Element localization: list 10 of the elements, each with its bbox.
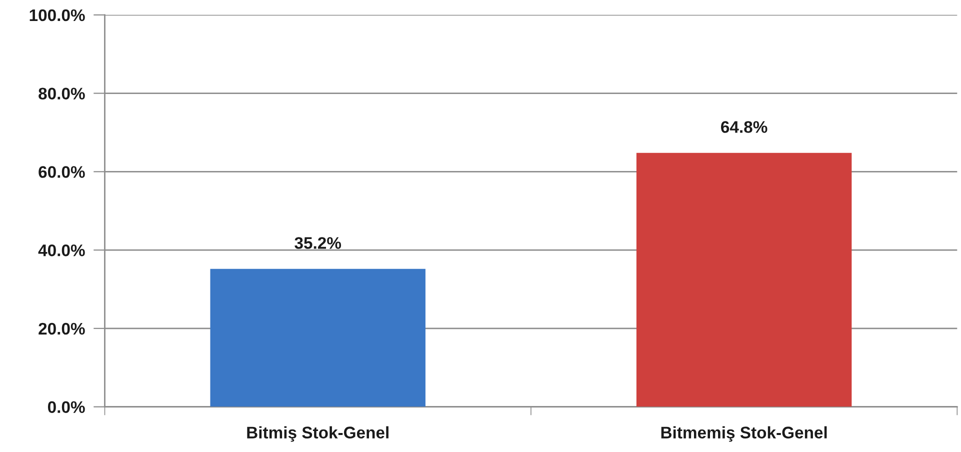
y-tick-label: 20.0% [38,322,85,335]
x-tick-label: Bitmemiş Stok-Genel [661,426,827,442]
data-label: 64.8% [721,121,768,133]
y-tick-label: 0.0% [48,401,85,414]
y-tick-label: 40.0% [38,244,85,256]
y-tick-label: 100.0% [30,9,85,22]
y-tick-label: 60.0% [38,166,85,178]
data-label: 35.2% [294,237,342,249]
x-tick-label: Bitmiş Stok-Genel [247,426,388,442]
y-tick-label: 80.0% [38,88,85,100]
